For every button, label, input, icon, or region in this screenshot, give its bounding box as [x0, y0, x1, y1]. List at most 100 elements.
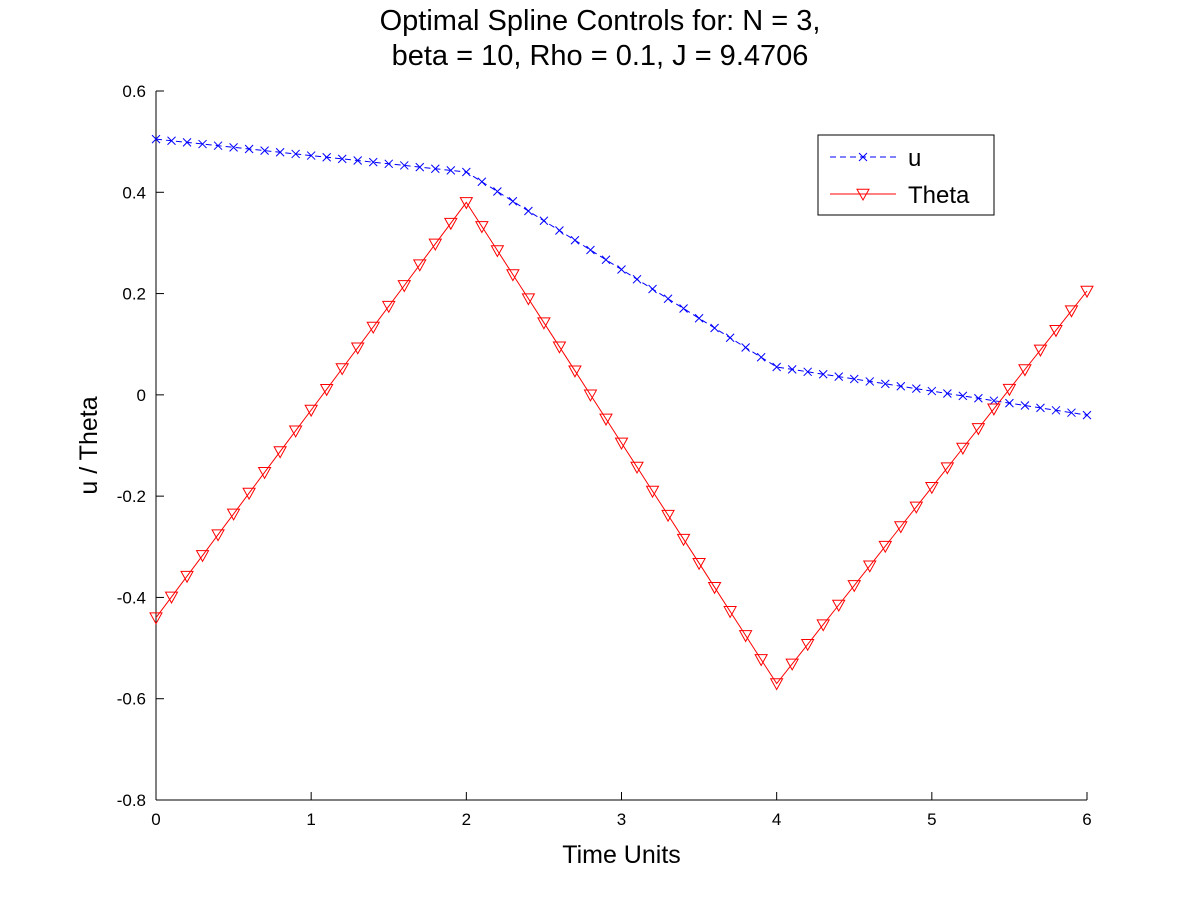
- data-point-u: [384, 159, 394, 169]
- y-tick-label: 0.6: [122, 82, 146, 101]
- series-line-theta: [155, 201, 1088, 685]
- data-point-u: [849, 374, 859, 384]
- y-tick-label: 0.2: [122, 285, 146, 304]
- data-point-theta: [645, 485, 660, 499]
- data-point-theta: [428, 238, 443, 251]
- x-tick-label: 1: [306, 810, 315, 829]
- data-point-u: [896, 381, 906, 391]
- data-point-u: [539, 216, 549, 226]
- data-point-theta: [537, 317, 551, 330]
- data-point-u: [632, 274, 642, 284]
- x-tick-label: 5: [927, 810, 936, 829]
- data-point-u: [601, 255, 611, 265]
- data-point-u: [430, 164, 440, 174]
- data-point-u: [694, 313, 704, 323]
- data-point-u: [974, 393, 983, 403]
- data-point-u: [353, 156, 363, 165]
- data-point-theta: [862, 560, 877, 573]
- data-point-theta: [1080, 285, 1094, 299]
- data-point-u: [570, 235, 580, 245]
- data-point-u: [942, 389, 952, 398]
- data-point-u: [834, 372, 844, 381]
- data-point-theta: [273, 446, 287, 459]
- data-point-u: [477, 177, 487, 187]
- data-point-theta: [614, 437, 629, 450]
- data-point-u: [880, 379, 890, 389]
- data-point-theta: [195, 550, 210, 563]
- data-point-u: [818, 369, 828, 379]
- data-point-u: [213, 141, 223, 151]
- legend-label-theta: Theta: [908, 182, 970, 209]
- data-point-theta: [1064, 305, 1079, 318]
- data-point-theta: [878, 540, 893, 554]
- data-point-theta: [738, 630, 753, 643]
- data-point-u: [648, 284, 657, 294]
- data-point-u: [756, 352, 766, 362]
- series-u: [151, 134, 1092, 420]
- legend-label-u: u: [908, 145, 921, 172]
- data-point-u: [772, 362, 782, 372]
- data-point-u: [927, 386, 937, 396]
- data-point-theta: [211, 529, 225, 542]
- data-point-u: [260, 146, 269, 155]
- data-point-u: [244, 144, 254, 154]
- y-tick-label: -0.6: [117, 690, 146, 709]
- data-point-u: [1067, 408, 1076, 418]
- data-point-u: [151, 134, 161, 144]
- data-point-u: [508, 196, 518, 206]
- data-point-u: [322, 152, 332, 162]
- data-point-theta: [1049, 324, 1063, 338]
- data-point-theta: [149, 612, 163, 625]
- data-point-theta: [242, 487, 256, 501]
- legend-box: [817, 134, 995, 216]
- data-point-u: [493, 187, 502, 196]
- data-point-u: [1020, 401, 1030, 410]
- data-point-u: [586, 245, 595, 255]
- data-point-theta: [847, 580, 862, 593]
- data-point-u: [555, 226, 564, 235]
- data-point-theta: [924, 481, 939, 495]
- y-axis-ticks: -0.8 -0.6 -0.4 -0.2 0 0.2 0.4 0.6: [117, 82, 164, 810]
- data-point-theta: [490, 245, 505, 258]
- data-point-theta: [831, 599, 846, 613]
- data-point-u: [368, 157, 378, 167]
- data-point-theta: [893, 521, 908, 534]
- title-line: Optimal Spline Controls for: N = 3,: [380, 5, 821, 37]
- data-point-theta: [909, 501, 924, 514]
- x-axis-ticks: 0 1 2 3 4 5 6: [151, 792, 1092, 829]
- data-point-u: [229, 142, 238, 152]
- data-point-theta: [475, 221, 489, 234]
- y-tick-label: 0.4: [122, 183, 146, 202]
- x-axis-label: Time Units: [562, 841, 681, 869]
- data-point-u: [1005, 398, 1014, 408]
- chart-title: Optimal Spline Controls for: N = 3,beta …: [380, 5, 821, 72]
- x-tick-label: 2: [462, 810, 471, 829]
- data-point-u: [911, 384, 921, 394]
- y-tick-label: 0: [137, 386, 146, 405]
- data-point-theta: [397, 280, 412, 293]
- data-point-u: [337, 154, 347, 164]
- data-point-u: [617, 265, 626, 274]
- data-point-theta: [335, 363, 350, 376]
- data-point-theta: [940, 462, 955, 475]
- data-point-u: [275, 147, 285, 157]
- data-point-u: [1036, 403, 1045, 413]
- data-point-u: [787, 365, 797, 374]
- x-tick-label: 6: [1082, 810, 1091, 829]
- data-point-u: [167, 136, 176, 146]
- data-point-theta: [692, 557, 706, 571]
- data-point-u: [306, 151, 316, 160]
- data-point-theta: [552, 341, 567, 354]
- data-point-u: [989, 396, 999, 406]
- data-point-theta: [583, 389, 598, 402]
- y-tick-label: -0.8: [117, 791, 146, 810]
- data-point-theta: [599, 413, 613, 426]
- data-point-theta: [816, 619, 831, 632]
- data-point-u: [182, 138, 192, 147]
- data-point-theta: [350, 342, 365, 355]
- data-point-u: [461, 167, 471, 177]
- data-point-theta: [568, 365, 582, 378]
- data-point-theta: [412, 259, 427, 272]
- data-point-theta: [661, 509, 675, 523]
- data-point-theta: [459, 197, 474, 210]
